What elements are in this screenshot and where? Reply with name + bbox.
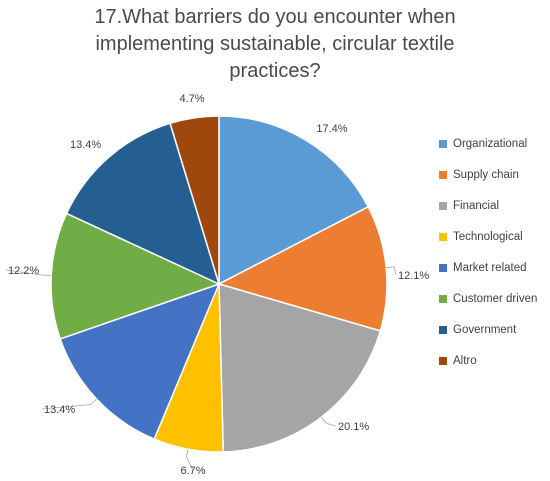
legend-swatch — [439, 356, 447, 365]
leader-line — [5, 269, 52, 276]
legend-label: Supply chain — [453, 168, 519, 181]
legend-swatch — [439, 232, 447, 241]
legend: Organizational Supply chain Financial Techn… — [439, 128, 549, 376]
legend-label: Government — [453, 323, 517, 336]
legend-swatch — [439, 263, 447, 272]
pie-slice-financial — [218, 282, 382, 453]
legend-swatch — [439, 325, 447, 334]
legend-swatch — [439, 139, 447, 148]
pie-slice-government — [65, 122, 221, 286]
data-label: 12.2% — [8, 265, 39, 277]
data-label: 13.4% — [44, 404, 75, 416]
legend-item: Market related — [439, 252, 549, 283]
legend-label: Market related — [453, 261, 527, 274]
data-label: 17.4% — [316, 123, 347, 135]
legend-label: Technological — [453, 230, 523, 243]
data-label: 13.4% — [70, 139, 101, 151]
legend-swatch — [439, 294, 447, 303]
chart-title-line-3: practices? — [229, 60, 321, 82]
legend-item: Supply chain — [439, 159, 549, 190]
legend-swatch — [439, 170, 447, 179]
pie-slice-market-related — [59, 282, 221, 440]
pie-slice-altro — [169, 115, 220, 285]
chart-title-line-1: 17.What barriers do you encounter when — [94, 6, 456, 28]
legend-item: Government — [439, 314, 549, 345]
legend-item: Customer driven — [439, 283, 549, 314]
legend-swatch — [439, 201, 447, 210]
data-label: 6.7% — [180, 465, 205, 477]
leader-line — [41, 398, 97, 410]
legend-item: Organizational — [439, 128, 549, 159]
legend-label: Organizational — [453, 137, 528, 150]
legend-label: Financial — [453, 199, 500, 212]
leader-line — [186, 449, 194, 471]
chart-title-line-2: implementing sustainable, circular texti… — [95, 33, 455, 55]
legend-item: Altro — [439, 345, 549, 376]
data-label: 20.1% — [338, 421, 369, 433]
legend-label: Altro — [453, 354, 477, 367]
data-label: 12.1% — [398, 270, 429, 282]
pie-slice-organizational — [218, 115, 370, 286]
chart-title: 17.What barriers do you encounter when i… — [55, 4, 495, 85]
leader-line — [386, 266, 397, 276]
pie-slice-supply-chain — [216, 205, 388, 332]
legend-label: Customer driven — [453, 292, 538, 305]
legend-item: Technological — [439, 221, 549, 252]
data-label: 4.7% — [179, 93, 204, 105]
legend-item: Financial — [439, 190, 549, 221]
leader-line — [321, 416, 337, 427]
pie-slice-customer-driven — [50, 212, 222, 340]
